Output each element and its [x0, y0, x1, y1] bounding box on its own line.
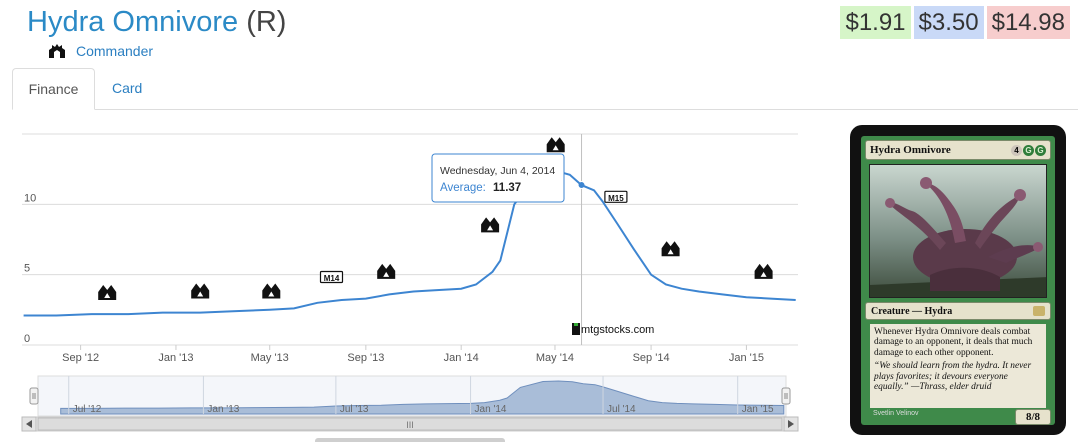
card-image[interactable]: Hydra Omnivore 4 G G [850, 125, 1066, 435]
card-image-titlebar: Hydra Omnivore 4 G G [865, 140, 1051, 160]
mana-generic-icon: 4 [1011, 144, 1022, 156]
tab-card[interactable]: Card [112, 80, 143, 96]
set-code-label: M14 [324, 274, 340, 283]
navigator-tick-label: Jan '13 [207, 404, 239, 415]
set-row: Commander [48, 41, 153, 61]
magic-2014-set-icon: M14 [319, 270, 344, 284]
journey-into-nyx-set-icon [546, 137, 565, 153]
navigator-tick-label: Jul '12 [73, 404, 102, 415]
x-tick-label: Sep '13 [347, 352, 384, 364]
x-tick-label: Sep '14 [633, 352, 670, 364]
mana-cost: 4 G G [1011, 144, 1046, 156]
hydra-artwork [869, 164, 1047, 298]
khans-of-tarkir-set-icon [661, 241, 680, 257]
x-tick-label: Jan '14 [444, 352, 479, 364]
y-tick-label: 5 [24, 263, 30, 275]
scrollbar-thumb[interactable] [37, 417, 783, 431]
magic-2015-set-icon: M15 [604, 190, 628, 203]
price-high: $14.98 [986, 6, 1070, 39]
born-of-the-gods-set-icon [481, 217, 500, 233]
card-title: Hydra Omnivore (R) [27, 4, 286, 40]
card-image-typeline: Creature — Hydra [865, 302, 1051, 320]
card-artist: Svetlin Velinov [873, 410, 919, 417]
average-price-line [23, 169, 796, 317]
tab-finance[interactable]: Finance [12, 68, 95, 110]
card-image-type: Creature — Hydra [871, 305, 953, 317]
chart-scrollbar[interactable]: III [21, 416, 799, 432]
commander-set-icon [48, 43, 66, 59]
chart-tooltip: Wednesday, Jun 4, 2014 Average: 11.37 [431, 153, 565, 203]
bottom-tab-stub [315, 438, 505, 442]
theros-set-icon [377, 263, 396, 279]
set-symbol-icon [1033, 306, 1045, 316]
navigator-handle-right[interactable] [781, 387, 791, 405]
card-name[interactable]: Hydra Omnivore [27, 6, 239, 38]
arrow-right-icon [788, 420, 794, 428]
x-tick-label: May '14 [536, 352, 574, 364]
return-to-ravnica-set-icon [98, 285, 117, 300]
price-chart[interactable]: 0 5 10 Sep '12 Jan '13 May '13 Sep '13 Jan '14… [0, 118, 820, 442]
navigator-tick-label: Jan '15 [742, 404, 774, 415]
navigator-tick-label: Jul '14 [607, 404, 636, 415]
set-link[interactable]: Commander [76, 43, 154, 59]
arrow-left-icon [26, 420, 32, 428]
set-code-label: M15 [608, 194, 624, 203]
card-rules-text: Whenever Hydra Omnivore deals combat dam… [874, 327, 1033, 358]
card-image-name: Hydra Omnivore [870, 144, 951, 156]
navigator-tick-label: Jul '13 [340, 404, 369, 415]
scrollbar-grip: III [406, 420, 414, 430]
card-flavor-text: “We should learn from the hydra. It neve… [874, 361, 1032, 393]
card-power-toughness: 8/8 [1015, 409, 1051, 425]
x-tick-label: Jan '15 [729, 352, 764, 364]
navigator-handle-left[interactable] [29, 387, 39, 405]
navigator[interactable]: Jul '12 Jan '13 Jul '13 Jan '14 Jul '14 Jan '… [29, 375, 791, 417]
x-tick-label: Sep '12 [62, 352, 99, 364]
price-low: $1.91 [840, 6, 911, 39]
y-tick-label: 10 [24, 192, 36, 204]
card-rarity: (R) [246, 6, 287, 38]
x-tick-label: May '13 [251, 352, 289, 364]
price-average: $3.50 [913, 6, 984, 39]
navigator-tick-label: Jan '14 [475, 404, 507, 415]
watermark: mtgstocks.com [572, 323, 654, 336]
tooltip-series-label: Average: [440, 182, 486, 194]
tooltip-date: Wednesday, Jun 4, 2014 [440, 165, 555, 177]
card-image-textbox: Whenever Hydra Omnivore deals combat dam… [870, 324, 1046, 408]
svg-text:Average: 11.37: Average: 11.37 [440, 182, 521, 194]
watermark-text: mtgstocks.com [581, 324, 654, 336]
x-tick-label: Jan '13 [158, 352, 193, 364]
y-tick-label: 0 [24, 333, 30, 345]
gatecrash-set-icon [191, 283, 210, 299]
fate-reforged-set-icon [754, 263, 773, 279]
price-box: $1.91 $3.50 $14.98 [840, 6, 1070, 39]
dragons-maze-set-icon [262, 283, 281, 299]
mana-green-icon: G [1035, 144, 1046, 156]
tooltip-value: 11.37 [493, 182, 521, 194]
mana-green-icon: G [1023, 144, 1034, 156]
tab-bar: Finance Card [12, 68, 1078, 110]
